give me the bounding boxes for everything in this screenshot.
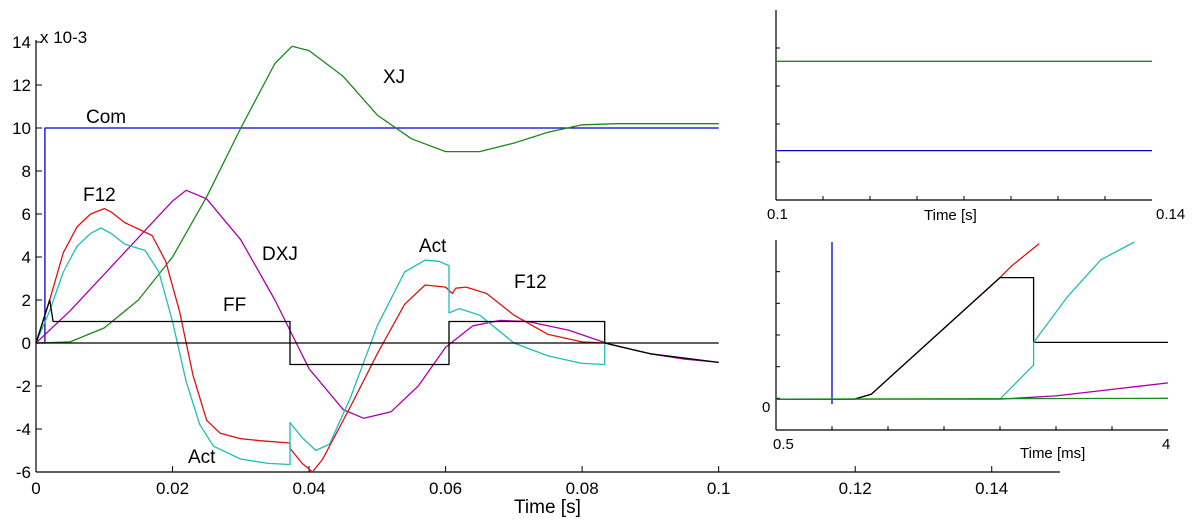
main-x-ticks: 0 0.02 0.04 0.06 0.08 0.1 0.12 0.14 xyxy=(31,466,1008,498)
inset-top-xmax-label: 0.14 xyxy=(1156,206,1185,223)
main-x-tick-label: 0.04 xyxy=(293,479,326,498)
main-annotations: XJ Com F12 DXJ FF Act Act F12 xyxy=(83,67,547,468)
main-series-f12 xyxy=(35,207,605,473)
main-series xyxy=(35,45,719,473)
main-x-tick-label: 0.1 xyxy=(707,479,731,498)
y-exponent-label: x 10-3 xyxy=(40,28,87,47)
main-y-tick-label: 0 xyxy=(22,334,31,353)
curve-label-com: Com xyxy=(86,107,126,128)
curve-label-xj: XJ xyxy=(383,67,405,88)
main-series-ff xyxy=(35,299,719,366)
main-series-com xyxy=(36,127,719,344)
inset-bottom-x-axis-title: Time [ms] xyxy=(1020,445,1085,462)
curve-label-act: Act xyxy=(188,447,216,468)
main-y-tick-label: 14 xyxy=(12,33,31,52)
inset-bottom-y0-label: 0 xyxy=(762,399,770,416)
main-series-act xyxy=(35,227,606,466)
inset-top-ticks xyxy=(776,47,1106,200)
main-x-tick-label: 0.08 xyxy=(566,479,599,498)
main-plot: x 10-3 -6 -4 -2 0 2 4 6 8 10 12 14 0 0.02 0.04 0.06 0.… xyxy=(12,28,1060,518)
main-y-tick-label: 4 xyxy=(22,248,31,267)
main-x-axis-title: Time [s] xyxy=(514,497,581,518)
main-y-ticks: -6 -4 -2 0 2 4 6 8 10 12 14 xyxy=(12,33,42,482)
main-series-xj xyxy=(35,45,719,344)
inset-bottom-xmax-label: 4 xyxy=(1162,436,1170,453)
inset-bottom-series-act xyxy=(999,241,1135,400)
main-y-tick-label: 10 xyxy=(12,119,31,138)
main-y-tick-label: 8 xyxy=(22,162,31,181)
curve-label-act: Act xyxy=(419,236,447,257)
curve-label-dxj: DXJ xyxy=(262,244,298,265)
inset-bottom-series-xj xyxy=(775,397,1169,400)
curve-label-ff: FF xyxy=(223,295,246,316)
inset-top-series xyxy=(776,60,1152,152)
curve-label-f12: F12 xyxy=(514,272,547,293)
main-x-tick-label: 0.12 xyxy=(839,479,872,498)
main-series-dxj xyxy=(35,189,719,419)
main-y-tick-label: -2 xyxy=(16,377,31,396)
inset-bottom-ticks xyxy=(776,271,1113,430)
inset-top-x-axis-title: Time [s] xyxy=(924,207,977,224)
main-y-tick-label: 6 xyxy=(22,205,31,224)
inset-top-right: 0.1 0.14 Time [s] xyxy=(766,8,1186,224)
main-y-tick-label: 12 xyxy=(12,76,31,95)
inset-bottom-right: 0 0.5 4 Time [ms] xyxy=(762,236,1186,466)
inset-top-xmin-label: 0.1 xyxy=(767,206,788,223)
inset-bottom-background xyxy=(766,236,1186,466)
inset-bottom-xmin-label: 0.5 xyxy=(773,436,794,453)
main-y-tick-label: 2 xyxy=(22,291,31,310)
inset-bottom-series xyxy=(775,241,1169,404)
curve-label-f12: F12 xyxy=(83,185,116,206)
inset-top-background xyxy=(766,8,1186,202)
main-x-tick-label: 0.02 xyxy=(156,479,189,498)
main-y-tick-label: -4 xyxy=(16,420,31,439)
main-x-tick-label: 0.06 xyxy=(429,479,462,498)
main-x-tick-label: 0.14 xyxy=(975,479,1008,498)
main-y-tick-label: -6 xyxy=(16,463,31,482)
main-x-tick-label: 0 xyxy=(31,479,40,498)
